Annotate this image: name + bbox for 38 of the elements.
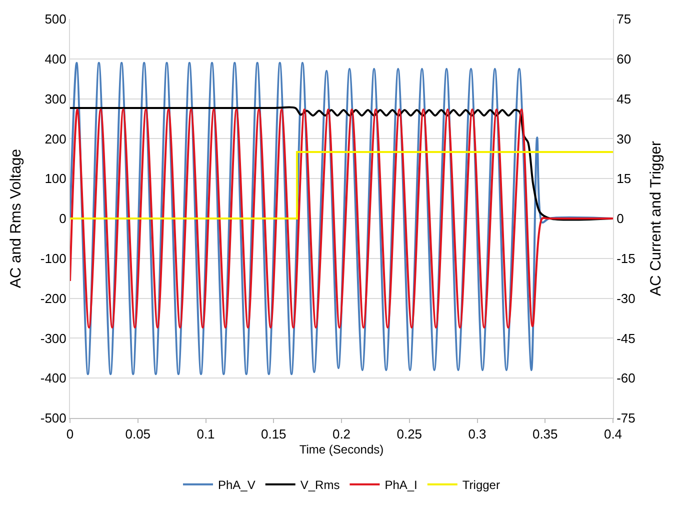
y2-tick-label: 15 bbox=[616, 171, 632, 186]
y2-tick-label: 45 bbox=[616, 91, 632, 106]
y2-tick-label: 60 bbox=[616, 51, 632, 66]
y-tick-label: -100 bbox=[40, 250, 66, 266]
y-tick-label: 500 bbox=[44, 12, 66, 27]
y-tick-label: -300 bbox=[40, 330, 66, 346]
x-tick-label: 0.25 bbox=[396, 426, 422, 442]
x-tick-label: 0.1 bbox=[196, 426, 215, 442]
legend-label: PhA_I bbox=[384, 478, 418, 492]
x-tick-label: 0.05 bbox=[125, 426, 151, 442]
y2-tick-label: -75 bbox=[616, 410, 636, 426]
y-tick-label: 300 bbox=[44, 91, 66, 106]
y-axis-title: AC and Rms Voltage bbox=[8, 148, 25, 288]
x-tick-label: 0.35 bbox=[532, 426, 558, 442]
y2-tick-label: -30 bbox=[616, 290, 636, 306]
x-tick-label: 0.4 bbox=[604, 426, 622, 442]
x-tick-label: 0.3 bbox=[468, 426, 486, 442]
y2-tick-label: 0 bbox=[616, 211, 624, 226]
x-axis-title: Time (Seconds) bbox=[299, 442, 384, 456]
x-tick-label: 0.2 bbox=[332, 426, 351, 442]
line-series bbox=[70, 108, 613, 329]
y-tick-label: -400 bbox=[40, 370, 66, 386]
y-tick-label: 100 bbox=[44, 171, 66, 186]
y2-tick-label: -60 bbox=[616, 370, 636, 386]
y-tick-label: 200 bbox=[44, 131, 66, 146]
legend-label: Trigger bbox=[462, 478, 500, 492]
y-tick-label: 0 bbox=[59, 211, 66, 226]
y2-tick-label: 30 bbox=[616, 131, 632, 146]
y2-axis-title: AC Current and Trigger bbox=[647, 140, 664, 296]
y-tick-label: -200 bbox=[40, 290, 66, 306]
y-tick-label: 400 bbox=[44, 51, 66, 66]
y2-tick-label: -45 bbox=[616, 330, 636, 346]
y-tick-label: -500 bbox=[40, 410, 66, 426]
legend-label: PhA_V bbox=[218, 478, 256, 492]
legend-label: V_Rms bbox=[300, 478, 340, 492]
y2-tick-label: 75 bbox=[616, 12, 632, 27]
y2-tick-label: -15 bbox=[616, 250, 636, 266]
x-tick-label: 0.15 bbox=[260, 426, 286, 442]
